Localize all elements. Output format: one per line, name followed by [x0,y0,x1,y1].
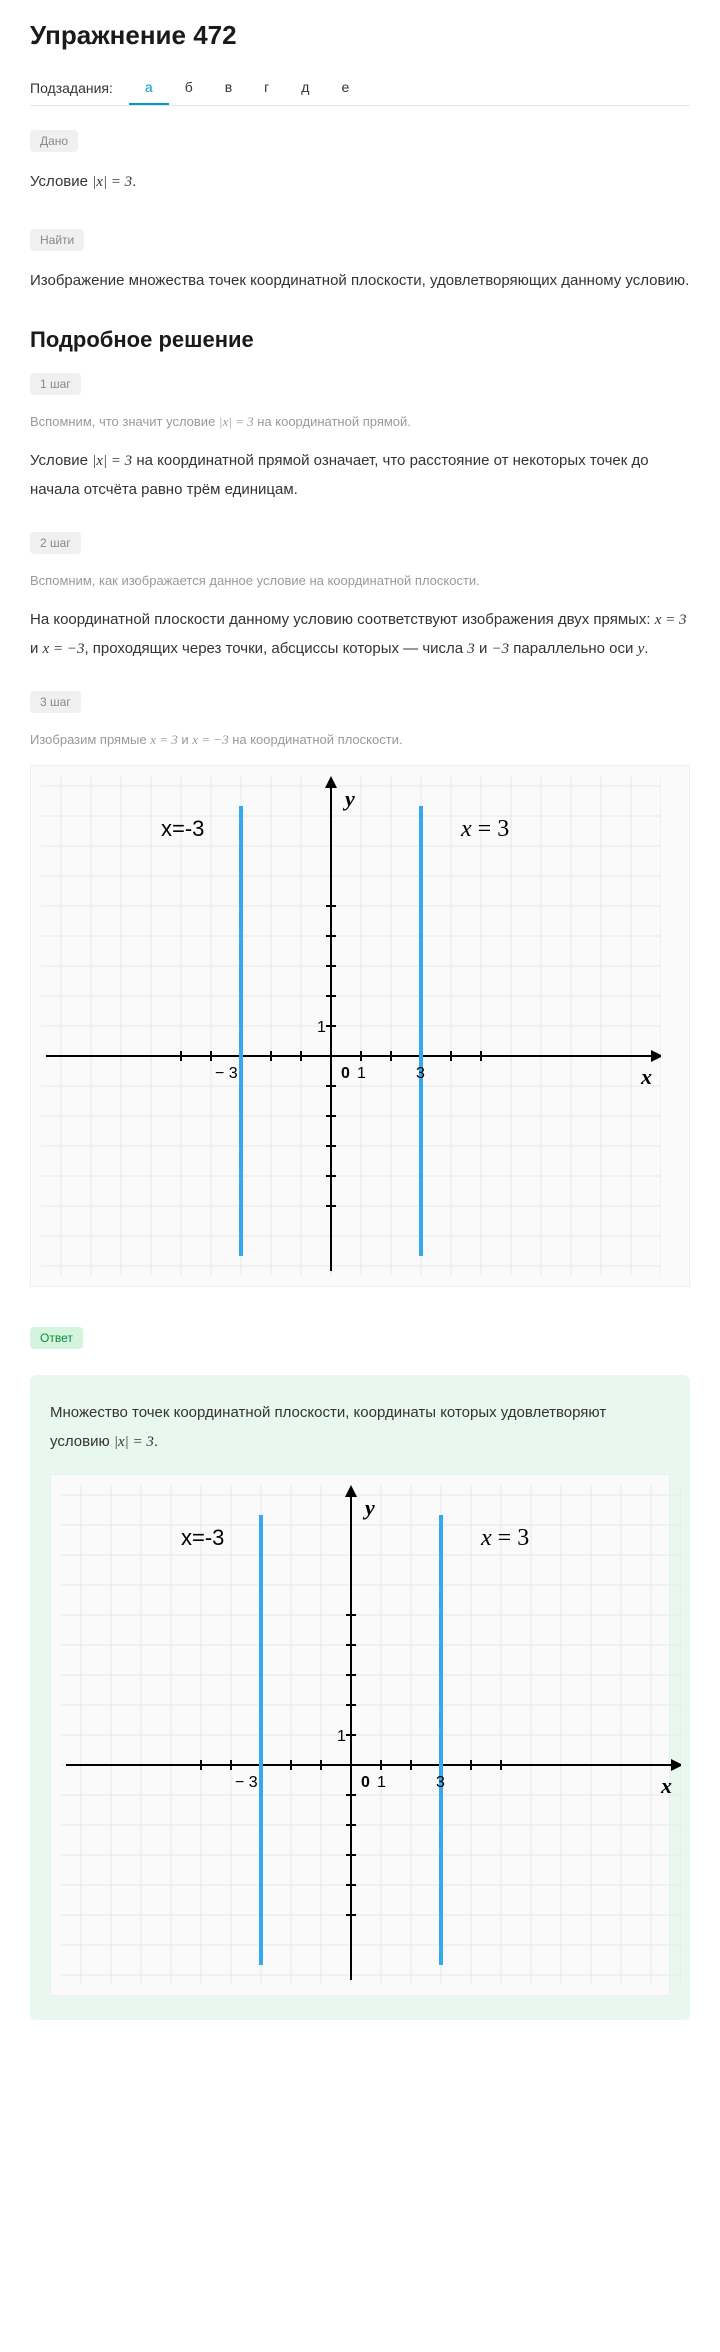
step2-badge: 2 шаг [30,532,81,554]
subtask-tabs: Подзадания: а б в г д е [30,71,690,106]
step-1: 1 шаг Вспомним, что значит условие |x| =… [30,373,690,504]
find-text: Изображение множества точек координатной… [30,267,690,296]
s3a: Изобразим прямые [30,732,150,747]
step1-text: Условие |x| = 3 на координатной прямой о… [30,447,690,504]
s2m1: x = 3 [655,612,687,628]
ans-m: |x| = 3 [114,1434,154,1450]
s2m4: −3 [492,641,510,657]
s3m2: x = −3 [192,732,228,747]
svg-text:− 3: − 3 [235,1774,258,1791]
svg-text:x = 3: x = 3 [480,1525,529,1551]
page-title: Упражнение 472 [30,20,690,51]
step-2: 2 шаг Вспомним, как изображается данное … [30,532,690,663]
svg-text:1: 1 [357,1065,366,1082]
answer-chart: yx0113− 3x=-3x = 3 [50,1474,670,1996]
s3b: и [178,732,193,747]
answer-badge: Ответ [30,1327,83,1349]
svg-text:x: x [660,1773,672,1798]
given-badge: Дано [30,130,78,152]
tab-d[interactable]: д [285,71,325,105]
s3m1: x = 3 [150,732,178,747]
step2-text: На координатной плоскости данному услови… [30,606,690,663]
s1-tm: |x| = 3 [92,453,132,469]
svg-text:3: 3 [436,1774,445,1791]
s2m2: x = −3 [43,641,85,657]
s2b: и [30,640,43,657]
s3c: на координатной плоскости. [229,732,403,747]
svg-text:0: 0 [361,1774,370,1791]
given-suffix: . [132,173,136,190]
answer-block: Множество точек координатной плоскости, … [30,1375,690,2020]
svg-text:3: 3 [416,1065,425,1082]
step2-hint: Вспомним, как изображается данное услови… [30,570,690,592]
svg-text:x: x [640,1064,652,1089]
svg-text:1: 1 [317,1019,326,1036]
s1-hs: на координатной прямой. [254,414,411,429]
s2d: и [475,640,492,657]
ans-b: . [154,1433,158,1450]
s2f: . [644,640,648,657]
answer-text: Множество точек координатной плоскости, … [50,1399,670,1456]
coordinate-plane-chart-answer: yx0113− 3x=-3x = 3 [61,1485,681,1985]
solution-title: Подробное решение [30,327,690,353]
given-math: |x| = 3 [92,174,132,190]
svg-text:x=-3: x=-3 [161,816,204,841]
given-prefix: Условие [30,173,92,190]
svg-text:y: y [342,786,355,811]
subtask-label: Подзадания: [30,80,113,96]
tab-a[interactable]: а [129,71,169,105]
given-block: Дано Условие |x| = 3. [30,130,690,197]
s2e: параллельно оси [509,640,637,657]
s2a: На координатной плоскости данному услови… [30,611,655,628]
find-block: Найти Изображение множества точек коорди… [30,229,690,296]
s2c: , проходящих через точки, абсциссы котор… [84,640,467,657]
svg-text:x = 3: x = 3 [460,816,509,842]
tab-e[interactable]: е [325,71,365,105]
svg-text:− 3: − 3 [215,1065,238,1082]
coordinate-plane-chart: yx0113− 3x=-3x = 3 [41,776,661,1276]
svg-text:x=-3: x=-3 [181,1525,224,1550]
s2m3: 3 [467,641,475,657]
tab-b[interactable]: б [169,71,209,105]
svg-text:1: 1 [337,1728,346,1745]
svg-text:0: 0 [341,1065,350,1082]
step-3: 3 шаг Изобразим прямые x = 3 и x = −3 на… [30,691,690,1287]
step1-hint: Вспомним, что значит условие |x| = 3 на … [30,411,690,433]
s1-hp: Вспомним, что значит условие [30,414,219,429]
tab-g[interactable]: г [248,71,285,105]
step3-hint: Изобразим прямые x = 3 и x = −3 на коорд… [30,729,690,751]
answer-section: Ответ Множество точек координатной плоск… [30,1327,690,2020]
step1-badge: 1 шаг [30,373,81,395]
s1-tp: Условие [30,452,92,469]
svg-text:y: y [362,1495,375,1520]
s1-hm: |x| = 3 [219,414,254,429]
tab-v[interactable]: в [209,71,248,105]
find-badge: Найти [30,229,84,251]
svg-text:1: 1 [377,1774,386,1791]
given-text: Условие |x| = 3. [30,168,690,197]
step3-badge: 3 шаг [30,691,81,713]
step3-chart: yx0113− 3x=-3x = 3 [30,765,690,1287]
